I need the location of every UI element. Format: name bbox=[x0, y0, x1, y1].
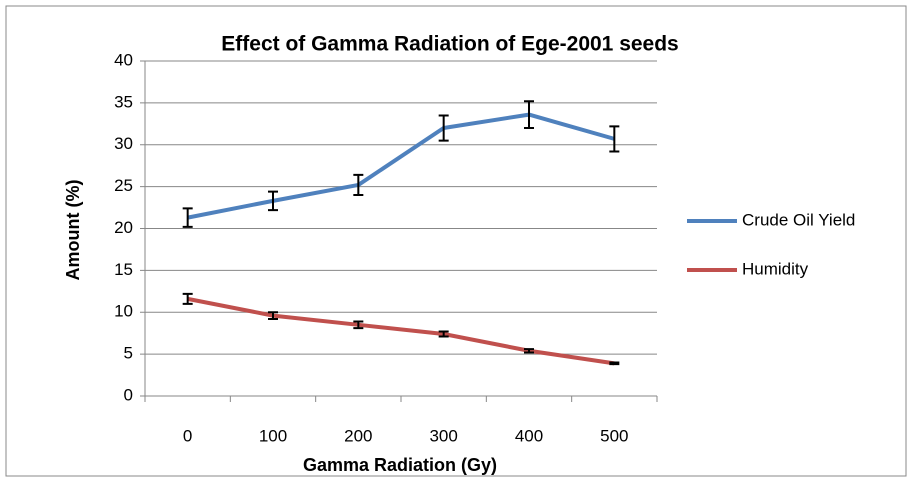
error-bar bbox=[609, 361, 620, 366]
y-tick-label: 30 bbox=[114, 134, 133, 153]
chart-frame bbox=[5, 5, 907, 477]
error-bar bbox=[353, 173, 364, 196]
y-axis-label: Amount (%) bbox=[63, 180, 83, 281]
line-series bbox=[187, 296, 615, 366]
x-tick-label: 400 bbox=[515, 426, 543, 445]
line-series bbox=[187, 112, 615, 220]
y-tick-label: 35 bbox=[114, 92, 133, 111]
error-bar bbox=[353, 320, 364, 330]
y-tick-label: 20 bbox=[114, 218, 133, 237]
y-tick-label: 0 bbox=[124, 385, 133, 404]
error-bar bbox=[524, 100, 534, 129]
x-axis-label: Gamma Radiation (Gy) bbox=[303, 455, 497, 475]
x-tick-label: 200 bbox=[344, 426, 372, 445]
y-tick-label: 15 bbox=[114, 260, 133, 279]
error-bar bbox=[268, 190, 278, 212]
y-tick-label: 40 bbox=[114, 50, 133, 69]
error-bar bbox=[182, 207, 193, 228]
y-tick-label: 25 bbox=[114, 176, 133, 195]
legend-label: Humidity bbox=[742, 259, 809, 278]
error-bar bbox=[268, 311, 278, 320]
y-tick-label: 5 bbox=[124, 344, 133, 363]
error-bar bbox=[438, 330, 449, 338]
error-bar bbox=[182, 292, 193, 305]
error-bar bbox=[438, 114, 449, 142]
error-bar bbox=[524, 348, 534, 354]
legend-label: Crude Oil Yield bbox=[742, 210, 855, 229]
x-tick-label: 300 bbox=[429, 426, 457, 445]
error-bar bbox=[609, 125, 620, 153]
x-tick-label: 0 bbox=[183, 426, 192, 445]
y-tick-label: 10 bbox=[114, 302, 133, 321]
x-tick-label: 500 bbox=[600, 426, 628, 445]
x-tick-label: 100 bbox=[259, 426, 287, 445]
chart-title: Effect of Gamma Radiation of Ege-2001 se… bbox=[221, 33, 678, 56]
